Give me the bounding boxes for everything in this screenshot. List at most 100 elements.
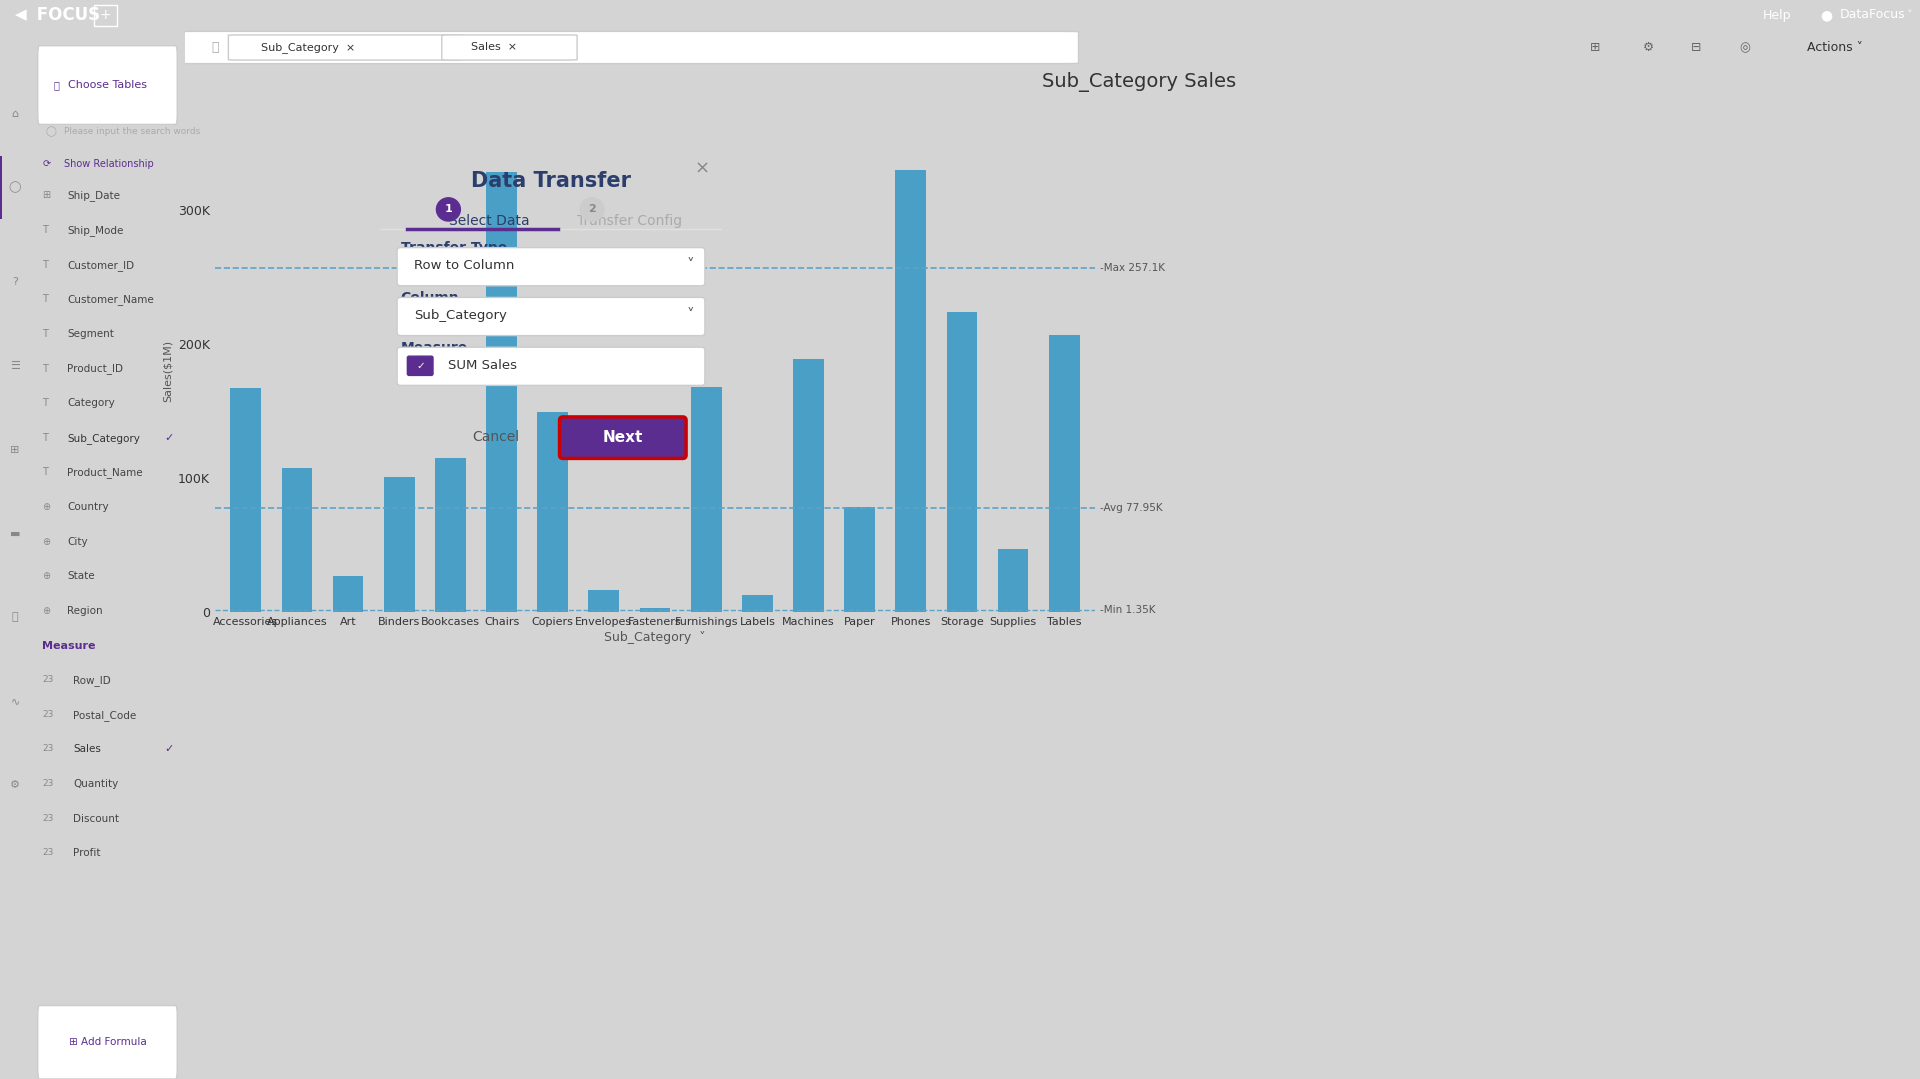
Text: ✓: ✓ [165, 745, 175, 754]
Text: 23: 23 [42, 710, 54, 719]
Text: Measure: Measure [401, 341, 468, 355]
FancyBboxPatch shape [38, 45, 177, 124]
Text: -Max 257.1K: -Max 257.1K [1100, 262, 1165, 273]
Text: Ship_Date: Ship_Date [67, 191, 121, 202]
FancyBboxPatch shape [228, 35, 463, 60]
FancyBboxPatch shape [407, 356, 434, 375]
Text: Customer_ID: Customer_ID [67, 260, 134, 271]
Text: ⊞: ⊞ [1590, 41, 1601, 54]
Bar [895, 170, 925, 612]
Bar [230, 388, 261, 612]
Text: Measure: Measure [42, 641, 96, 651]
Text: Cancel: Cancel [472, 429, 520, 443]
Text: Actions ˅: Actions ˅ [1807, 41, 1862, 54]
Text: DataFocus: DataFocus [1839, 9, 1905, 22]
Text: Segment: Segment [67, 329, 113, 339]
Text: Column: Column [401, 290, 459, 304]
Text: Product_ID: Product_ID [67, 364, 123, 374]
Text: City: City [67, 536, 88, 547]
FancyBboxPatch shape [442, 35, 578, 60]
Text: T: T [42, 398, 48, 408]
Bar [639, 607, 670, 612]
Text: Sales  ×: Sales × [470, 42, 516, 53]
Bar [538, 412, 568, 612]
Text: 23: 23 [42, 814, 54, 822]
Text: 🔍: 🔍 [211, 41, 219, 54]
Text: Customer_Name: Customer_Name [67, 295, 154, 305]
Bar [0, 155, 2, 219]
Text: ˅: ˅ [687, 258, 695, 273]
Text: ☰: ☰ [10, 360, 19, 371]
Bar [793, 358, 824, 612]
Bar [998, 549, 1029, 612]
FancyBboxPatch shape [559, 416, 685, 459]
Text: Row to Column: Row to Column [415, 259, 515, 272]
Text: ⌂: ⌂ [12, 109, 19, 119]
Text: T: T [42, 329, 48, 339]
Text: ⟳: ⟳ [42, 159, 50, 169]
Text: 1: 1 [445, 204, 453, 215]
X-axis label: Sub_Category  ˅: Sub_Category ˅ [605, 631, 707, 644]
Text: Select Data: Select Data [449, 215, 530, 229]
Text: ⊞ Add Formula: ⊞ Add Formula [69, 1037, 146, 1048]
Text: Transfer Config: Transfer Config [578, 215, 682, 229]
Text: T: T [42, 433, 48, 442]
Text: ⬜: ⬜ [54, 80, 60, 90]
Text: Ship_Mode: Ship_Mode [67, 226, 123, 236]
Bar [436, 459, 467, 612]
Text: Help: Help [1763, 9, 1791, 22]
Text: ⚙: ⚙ [1642, 41, 1653, 54]
Text: 23: 23 [42, 675, 54, 684]
Text: T: T [42, 260, 48, 270]
Text: ●: ● [1820, 8, 1832, 22]
FancyBboxPatch shape [397, 347, 705, 385]
Text: Postal_Code: Postal_Code [73, 710, 136, 721]
Text: Category: Category [67, 398, 115, 408]
Text: Product_Name: Product_Name [67, 467, 142, 478]
Text: ⊞: ⊞ [42, 191, 50, 201]
Text: ◀: ◀ [15, 8, 27, 23]
Text: ×: × [695, 160, 710, 178]
Text: Row_ID: Row_ID [73, 675, 111, 686]
Text: SUM Sales: SUM Sales [449, 359, 516, 372]
Text: ⊕: ⊕ [42, 571, 50, 582]
Text: T: T [42, 226, 48, 235]
Text: Data Transfer: Data Transfer [470, 172, 632, 191]
Text: T: T [42, 364, 48, 373]
Text: ✓: ✓ [417, 360, 424, 371]
Text: Sub_Category  ×: Sub_Category × [261, 42, 355, 53]
Text: 👤: 👤 [12, 613, 19, 623]
Bar [947, 312, 977, 612]
Text: Show Relationship: Show Relationship [63, 159, 154, 169]
Text: Profit: Profit [73, 848, 102, 858]
Text: Please input the search words: Please input the search words [63, 126, 200, 136]
Bar [691, 386, 722, 612]
Text: Country: Country [67, 502, 109, 513]
Text: Sub_Category Sales: Sub_Category Sales [1043, 72, 1236, 93]
Text: 2: 2 [588, 204, 595, 215]
Text: +: + [100, 8, 111, 22]
Text: 23: 23 [42, 779, 54, 788]
Bar [741, 596, 772, 612]
Text: ∿: ∿ [10, 696, 19, 707]
Text: -Avg 77.95K: -Avg 77.95K [1100, 503, 1164, 513]
Text: Sub_Category: Sub_Category [67, 433, 140, 443]
Bar [845, 507, 876, 612]
Text: ˅: ˅ [687, 309, 695, 323]
Circle shape [436, 197, 461, 221]
Bar [1048, 334, 1079, 612]
Text: Quantity: Quantity [73, 779, 119, 789]
Text: T: T [42, 295, 48, 304]
Text: ⊕: ⊕ [42, 536, 50, 547]
FancyBboxPatch shape [177, 31, 1079, 64]
Text: ◯: ◯ [10, 181, 21, 193]
Text: FOCUS: FOCUS [31, 6, 100, 24]
Text: Discount: Discount [73, 814, 119, 823]
Bar [384, 477, 415, 612]
Text: ⚙: ⚙ [10, 780, 19, 790]
Text: ◎: ◎ [1740, 41, 1751, 54]
Text: ?: ? [12, 276, 17, 287]
FancyBboxPatch shape [397, 298, 705, 336]
Y-axis label: Sales($1M): Sales($1M) [163, 340, 173, 402]
Text: ⊕: ⊕ [42, 502, 50, 513]
